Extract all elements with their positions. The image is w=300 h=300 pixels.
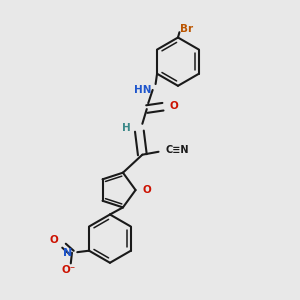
Text: O: O bbox=[169, 101, 178, 111]
Text: H: H bbox=[122, 123, 130, 133]
Text: Br: Br bbox=[180, 24, 194, 34]
Text: C≡N: C≡N bbox=[166, 145, 189, 155]
Text: O: O bbox=[50, 236, 58, 245]
Text: O: O bbox=[142, 185, 151, 195]
Text: N: N bbox=[63, 248, 72, 258]
Text: O⁻: O⁻ bbox=[61, 265, 76, 275]
Text: HN: HN bbox=[134, 85, 151, 95]
